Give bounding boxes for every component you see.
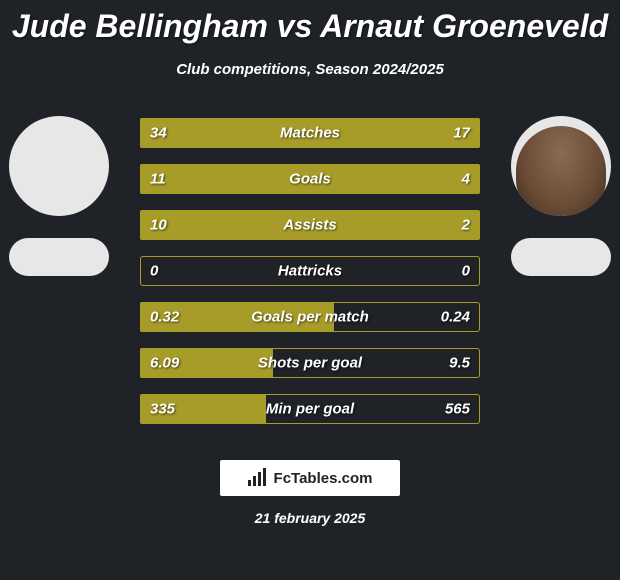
stat-value-left: 11 bbox=[150, 171, 166, 188]
stat-label: Goals bbox=[289, 171, 331, 188]
stat-bar-left bbox=[140, 164, 389, 194]
stat-value-left: 10 bbox=[150, 217, 167, 234]
page-title: Jude Bellingham vs Arnaut Groeneveld bbox=[0, 0, 620, 45]
stat-value-right: 4 bbox=[462, 171, 470, 188]
stat-value-right: 9.5 bbox=[449, 355, 470, 372]
stats-container: 34 17 Matches 11 4 Goals 10 2 Assists 0 0 Hattricks… bbox=[140, 118, 480, 424]
stat-row: 11 4 Goals bbox=[140, 164, 480, 194]
footer-logo-icon bbox=[248, 470, 268, 486]
stat-row: 6.09 9.5 Shots per goal bbox=[140, 348, 480, 378]
stat-label: Matches bbox=[280, 125, 340, 142]
player-right-club-badge bbox=[511, 238, 611, 276]
player-left-column bbox=[4, 116, 114, 276]
stat-value-left: 0 bbox=[150, 263, 158, 280]
stat-label: Shots per goal bbox=[258, 355, 362, 372]
player-right-face bbox=[516, 126, 606, 216]
stat-value-right: 17 bbox=[453, 125, 470, 142]
stat-value-left: 34 bbox=[150, 125, 167, 142]
stat-value-right: 565 bbox=[445, 401, 470, 418]
stat-value-right: 2 bbox=[462, 217, 470, 234]
stat-label: Assists bbox=[283, 217, 336, 234]
player-right-column bbox=[506, 116, 616, 276]
footer-logo-text: FcTables.com bbox=[274, 470, 373, 487]
stat-row: 335 565 Min per goal bbox=[140, 394, 480, 424]
stat-row: 10 2 Assists bbox=[140, 210, 480, 240]
stat-value-right: 0.24 bbox=[441, 309, 470, 326]
stat-value-left: 335 bbox=[150, 401, 175, 418]
stat-row: 34 17 Matches bbox=[140, 118, 480, 148]
stat-row: 0.32 0.24 Goals per match bbox=[140, 302, 480, 332]
stat-value-left: 6.09 bbox=[150, 355, 179, 372]
stat-row: 0 0 Hattricks bbox=[140, 256, 480, 286]
stat-bar-right bbox=[423, 210, 480, 240]
player-right-portrait bbox=[511, 116, 611, 216]
footer-date: 21 february 2025 bbox=[255, 510, 366, 526]
stat-value-left: 0.32 bbox=[150, 309, 179, 326]
player-left-portrait bbox=[9, 116, 109, 216]
stat-value-right: 0 bbox=[462, 263, 470, 280]
stat-label: Goals per match bbox=[251, 309, 369, 326]
stat-label: Min per goal bbox=[266, 401, 354, 418]
stat-label: Hattricks bbox=[278, 263, 342, 280]
subtitle: Club competitions, Season 2024/2025 bbox=[0, 61, 620, 78]
player-left-club-badge bbox=[9, 238, 109, 276]
stat-bar-left bbox=[140, 210, 423, 240]
footer-logo: FcTables.com bbox=[220, 460, 400, 496]
